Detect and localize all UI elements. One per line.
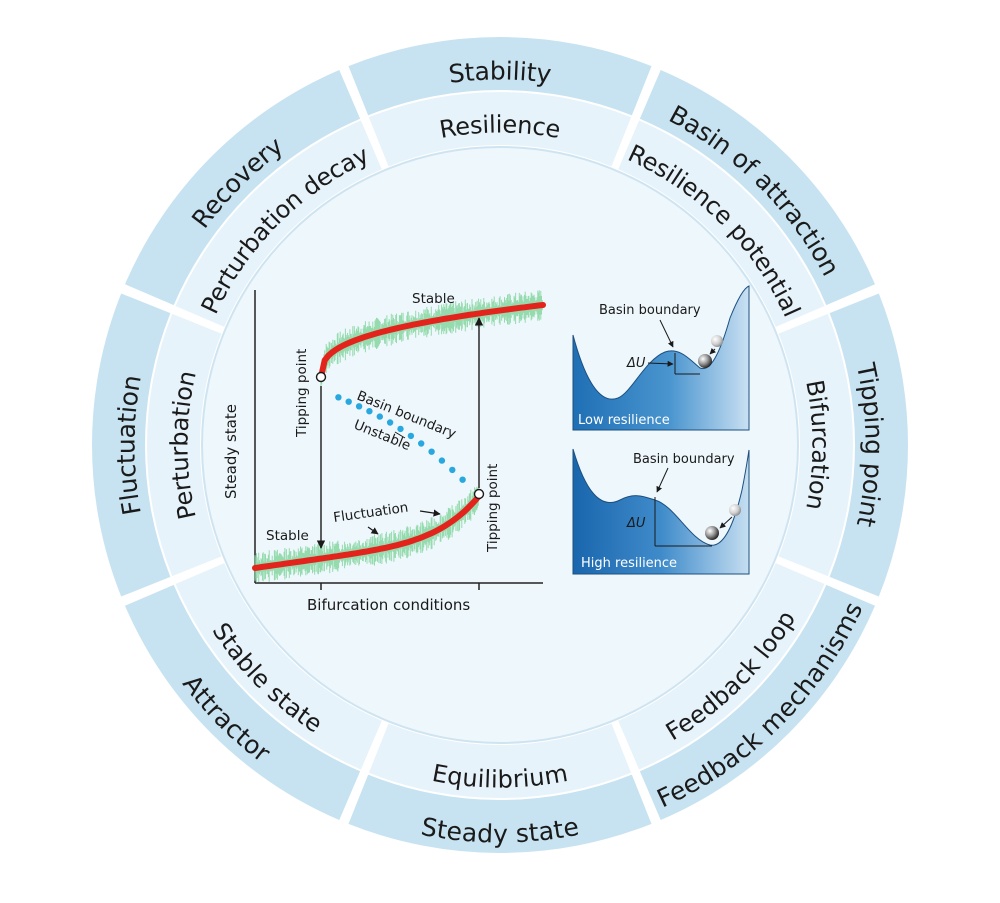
inner-segment (368, 92, 632, 167)
outer-segment (829, 293, 908, 597)
outer-segment (348, 37, 652, 116)
unstable-dot (459, 476, 466, 483)
high-resilience-landscape (572, 448, 750, 575)
unstable-dot (438, 457, 446, 464)
unstable-dot (418, 440, 425, 447)
high-panel-title: Basin boundary (633, 452, 735, 467)
outer-segment (124, 584, 361, 821)
low-delta-u-pointer (647, 360, 674, 367)
ring-layer (91, 37, 908, 853)
basin-boundary-pointer (394, 431, 406, 439)
stable-branch-lower (252, 493, 482, 571)
unstable-dot (355, 403, 363, 410)
label-stable-bottom: Stable (266, 528, 309, 544)
center-disc (201, 146, 799, 744)
inner-segment (147, 313, 222, 577)
inner-segment (368, 723, 632, 798)
outer-segment (639, 584, 876, 821)
ball-motion-arrow (709, 348, 716, 355)
stable-branch-upper (318, 302, 546, 380)
ball-icon (698, 354, 712, 368)
low-delta-u: ΔU (626, 356, 646, 371)
unstable-dot (449, 466, 456, 474)
unstable-dot (345, 398, 352, 405)
unstable-branch-dots (335, 394, 466, 483)
outer-segment (91, 293, 171, 597)
ball-ghost-icon (729, 504, 741, 516)
low-resilience-panel: Basin boundary ΔU Low resilience (572, 285, 750, 431)
inner-segment (618, 563, 825, 770)
high-title-pointer (656, 467, 669, 493)
label-tipping-right: Tipping point (485, 464, 501, 553)
unstable-dot (366, 408, 373, 415)
x-axis-label: Bifurcation conditions (307, 596, 470, 614)
label-stable-top: Stable (412, 291, 455, 307)
low-panel-title: Basin boundary (599, 303, 701, 318)
unstable-dot (407, 432, 415, 440)
outer-label-0-text: Stability (447, 56, 553, 88)
unstable-dot (397, 425, 404, 433)
inner-label-0-text: Resilience (437, 110, 562, 144)
high-panel-label: High resilience (581, 556, 677, 571)
unstable-dot (376, 413, 383, 420)
tipping-point-marker-left (315, 371, 327, 383)
outer-segment (348, 774, 652, 853)
inner-segment (175, 563, 382, 770)
high-resilience-panel: Basin boundary ΔU High resilience (572, 448, 750, 575)
inner-segment (175, 120, 382, 327)
label-tipping-left: Tipping point (294, 349, 310, 438)
y-axis-label: Steady state (222, 404, 240, 499)
low-panel-label: Low resilience (578, 413, 670, 428)
unstable-dot (335, 394, 342, 401)
unstable-dot (386, 419, 394, 426)
fluctuation-arrow-right (419, 509, 441, 517)
low-resilience-landscape (572, 285, 750, 431)
high-delta-u: ΔU (626, 516, 646, 531)
ball-motion-arrow (719, 516, 733, 529)
outer-label-0: Stability (447, 56, 553, 88)
outer-segment (639, 69, 876, 306)
ball-icon (705, 526, 719, 540)
outer-segment (124, 69, 361, 306)
fluctuation-arrow-left (367, 526, 379, 535)
ball-ghost-icon (711, 335, 723, 347)
unstable-dot (428, 448, 435, 455)
tipping-point-marker-right (473, 488, 485, 500)
inner-segment (778, 313, 853, 577)
inner-label-0: Resilience (437, 110, 562, 144)
low-title-pointer (659, 319, 674, 348)
inner-segment (618, 120, 825, 327)
